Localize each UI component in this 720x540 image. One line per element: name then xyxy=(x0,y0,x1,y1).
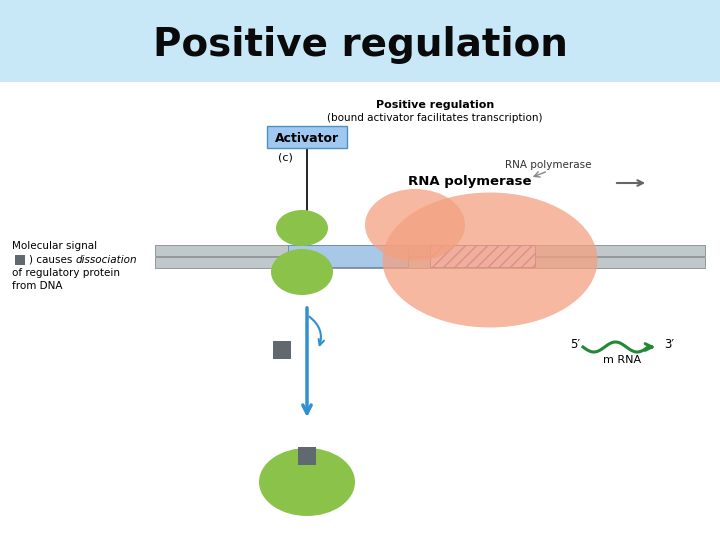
Ellipse shape xyxy=(365,189,465,261)
Text: Molecular signal: Molecular signal xyxy=(12,241,97,251)
Text: of regulatory protein: of regulatory protein xyxy=(12,268,120,278)
Bar xyxy=(0,82,720,540)
Text: RNA polymerase: RNA polymerase xyxy=(408,176,532,188)
Text: m RNA: m RNA xyxy=(603,355,641,365)
FancyBboxPatch shape xyxy=(267,126,347,148)
Text: dissociation: dissociation xyxy=(76,255,138,265)
Text: (c): (c) xyxy=(278,153,292,163)
Text: Positive regulation: Positive regulation xyxy=(376,100,494,110)
Bar xyxy=(0,0,720,82)
Bar xyxy=(155,257,705,268)
Bar xyxy=(155,245,705,256)
Ellipse shape xyxy=(276,210,328,246)
Ellipse shape xyxy=(271,249,333,295)
Text: ) causes: ) causes xyxy=(29,255,76,265)
Ellipse shape xyxy=(382,192,598,327)
Text: from DNA: from DNA xyxy=(12,281,63,291)
Text: 5′: 5′ xyxy=(570,339,580,352)
Text: RNA polymerase: RNA polymerase xyxy=(505,160,591,170)
Bar xyxy=(430,245,535,267)
Text: (bound activator facilitates transcription): (bound activator facilitates transcripti… xyxy=(328,113,543,123)
Text: 3′: 3′ xyxy=(664,339,674,352)
Text: Activator: Activator xyxy=(275,132,339,145)
Ellipse shape xyxy=(259,448,355,516)
Bar xyxy=(288,245,408,267)
Text: Positive regulation: Positive regulation xyxy=(153,26,567,64)
